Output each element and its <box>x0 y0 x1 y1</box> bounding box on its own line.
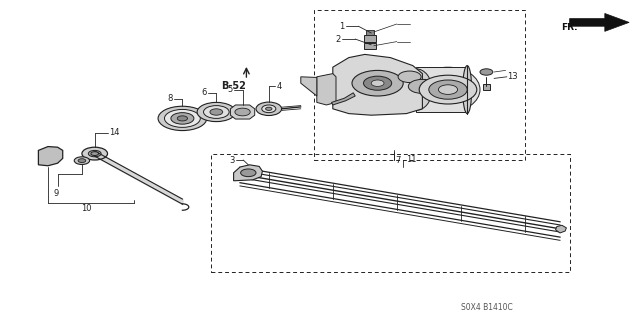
Text: S0X4 B1410C: S0X4 B1410C <box>461 303 513 312</box>
Polygon shape <box>230 105 255 119</box>
Text: 11: 11 <box>406 155 417 164</box>
Circle shape <box>408 79 436 93</box>
Circle shape <box>480 69 493 75</box>
Circle shape <box>429 80 467 99</box>
Ellipse shape <box>400 69 432 110</box>
Text: FR.: FR. <box>561 23 578 32</box>
Circle shape <box>171 113 194 124</box>
Circle shape <box>398 71 421 83</box>
Circle shape <box>235 108 250 116</box>
Bar <box>364 43 376 49</box>
Text: 1: 1 <box>339 22 344 31</box>
Circle shape <box>78 159 86 163</box>
Circle shape <box>82 147 108 160</box>
Circle shape <box>210 109 223 115</box>
Circle shape <box>197 102 236 122</box>
Ellipse shape <box>416 67 480 112</box>
Text: 8: 8 <box>168 94 173 103</box>
Circle shape <box>438 85 458 94</box>
Bar <box>366 30 374 35</box>
Circle shape <box>177 116 188 121</box>
Circle shape <box>91 152 99 156</box>
Polygon shape <box>556 225 566 233</box>
Ellipse shape <box>463 66 472 114</box>
Text: B-52: B-52 <box>221 81 246 92</box>
Circle shape <box>74 157 90 164</box>
Text: 14: 14 <box>109 128 119 137</box>
Text: 6: 6 <box>202 88 207 97</box>
Text: 10: 10 <box>81 204 92 213</box>
Bar <box>483 84 490 90</box>
Bar <box>42 152 58 162</box>
Polygon shape <box>317 74 336 105</box>
Bar <box>364 35 376 42</box>
Text: 9: 9 <box>54 189 59 198</box>
Text: 13: 13 <box>508 72 518 81</box>
Circle shape <box>88 150 101 157</box>
Circle shape <box>371 80 384 86</box>
Polygon shape <box>332 93 355 105</box>
Bar <box>416 67 467 112</box>
Polygon shape <box>234 165 262 181</box>
Circle shape <box>419 75 477 104</box>
Ellipse shape <box>266 107 272 110</box>
Text: 2: 2 <box>336 35 341 44</box>
Text: 7: 7 <box>396 156 401 165</box>
Ellipse shape <box>262 105 276 113</box>
Ellipse shape <box>256 102 282 116</box>
Text: 4: 4 <box>276 82 282 91</box>
Circle shape <box>241 169 256 177</box>
Circle shape <box>364 76 392 90</box>
Circle shape <box>158 106 207 131</box>
Text: 3: 3 <box>229 156 234 164</box>
Polygon shape <box>38 147 63 166</box>
Circle shape <box>352 70 403 96</box>
Polygon shape <box>301 77 317 96</box>
Polygon shape <box>333 54 422 115</box>
Text: 5: 5 <box>227 85 232 94</box>
Circle shape <box>204 106 229 118</box>
Circle shape <box>164 109 200 127</box>
Polygon shape <box>570 13 629 31</box>
